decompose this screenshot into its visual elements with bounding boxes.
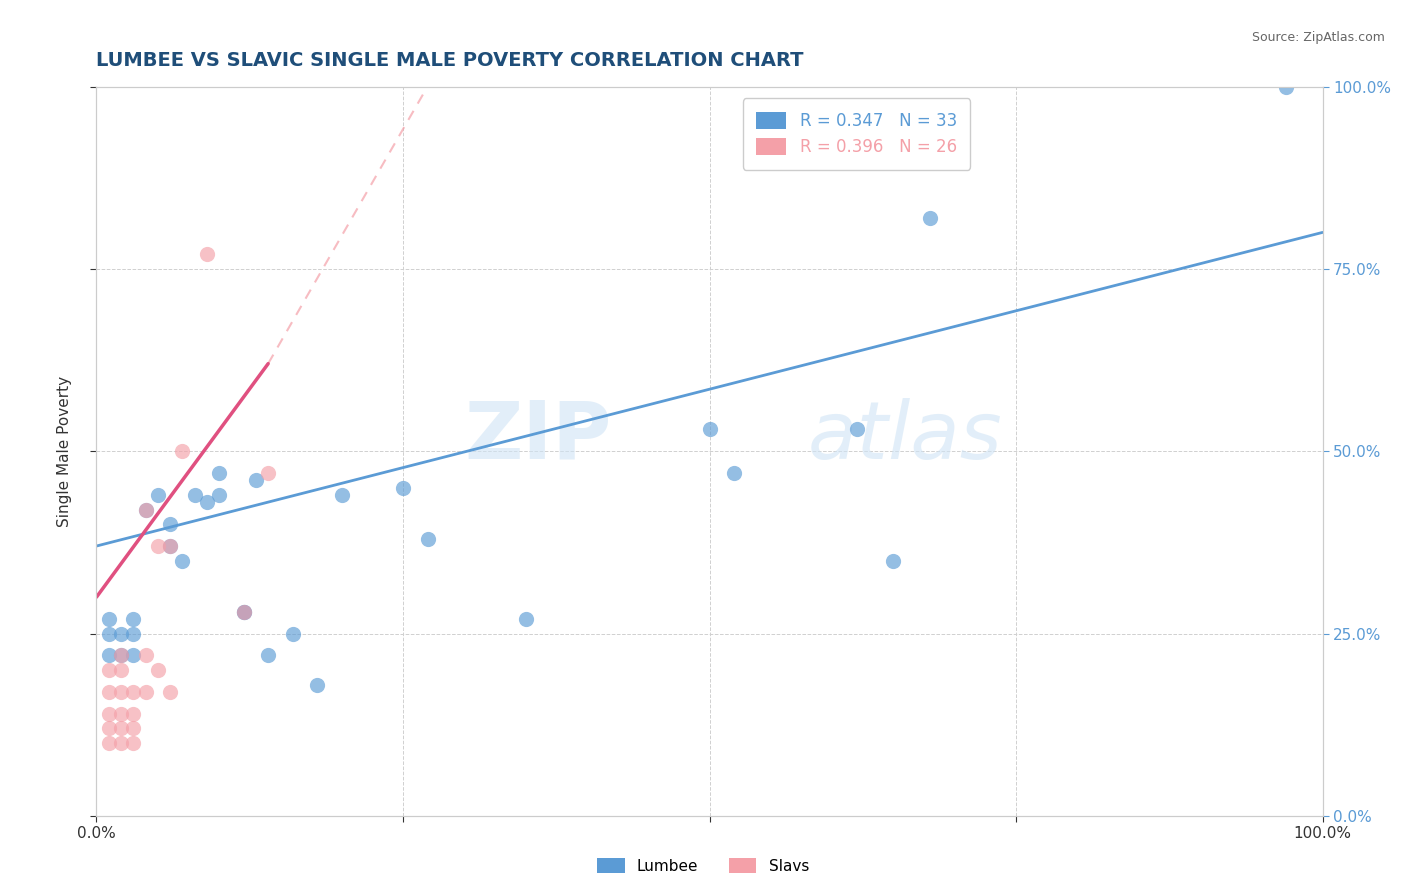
Point	[122, 706, 145, 721]
Point	[135, 648, 157, 663]
Point	[845, 422, 868, 436]
Point	[307, 678, 329, 692]
Point	[920, 211, 942, 225]
Point	[232, 605, 254, 619]
Point	[392, 481, 415, 495]
Point	[122, 626, 145, 640]
Point	[257, 648, 280, 663]
Point	[135, 685, 157, 699]
Point	[97, 706, 120, 721]
Point	[515, 612, 537, 626]
Point	[110, 736, 132, 750]
Point	[122, 685, 145, 699]
Point	[330, 488, 353, 502]
Point	[281, 626, 304, 640]
Point	[232, 605, 254, 619]
Point	[1275, 79, 1298, 94]
Point	[97, 736, 120, 750]
Point	[135, 502, 157, 516]
Point	[97, 612, 120, 626]
Legend: Lumbee, Slavs: Lumbee, Slavs	[591, 852, 815, 880]
Point	[110, 685, 132, 699]
Point	[110, 663, 132, 677]
Point	[699, 422, 721, 436]
Point	[159, 517, 181, 532]
Point	[97, 626, 120, 640]
Point	[172, 444, 194, 458]
Point	[183, 488, 205, 502]
Point	[122, 736, 145, 750]
Point	[245, 474, 267, 488]
Point	[110, 706, 132, 721]
Text: LUMBEE VS SLAVIC SINGLE MALE POVERTY CORRELATION CHART: LUMBEE VS SLAVIC SINGLE MALE POVERTY COR…	[97, 51, 804, 70]
Legend: R = 0.347   N = 33, R = 0.396   N = 26: R = 0.347 N = 33, R = 0.396 N = 26	[742, 98, 970, 169]
Point	[416, 532, 439, 546]
Point	[122, 648, 145, 663]
Point	[159, 685, 181, 699]
Point	[257, 466, 280, 480]
Point	[723, 466, 745, 480]
Point	[208, 488, 231, 502]
Text: atlas: atlas	[807, 398, 1002, 475]
Point	[97, 722, 120, 736]
Point	[195, 247, 218, 261]
Point	[122, 612, 145, 626]
Point	[97, 663, 120, 677]
Text: ZIP: ZIP	[464, 398, 612, 475]
Point	[110, 648, 132, 663]
Text: Source: ZipAtlas.com: Source: ZipAtlas.com	[1251, 31, 1385, 45]
Point	[172, 553, 194, 567]
Point	[110, 722, 132, 736]
Point	[135, 502, 157, 516]
Point	[882, 553, 904, 567]
Point	[122, 722, 145, 736]
Point	[195, 495, 218, 509]
Point	[159, 539, 181, 553]
Point	[146, 539, 169, 553]
Point	[97, 648, 120, 663]
Point	[208, 466, 231, 480]
Point	[232, 605, 254, 619]
Point	[110, 648, 132, 663]
Point	[159, 539, 181, 553]
Point	[110, 626, 132, 640]
Point	[146, 488, 169, 502]
Point	[146, 663, 169, 677]
Y-axis label: Single Male Poverty: Single Male Poverty	[58, 376, 72, 527]
Point	[97, 685, 120, 699]
